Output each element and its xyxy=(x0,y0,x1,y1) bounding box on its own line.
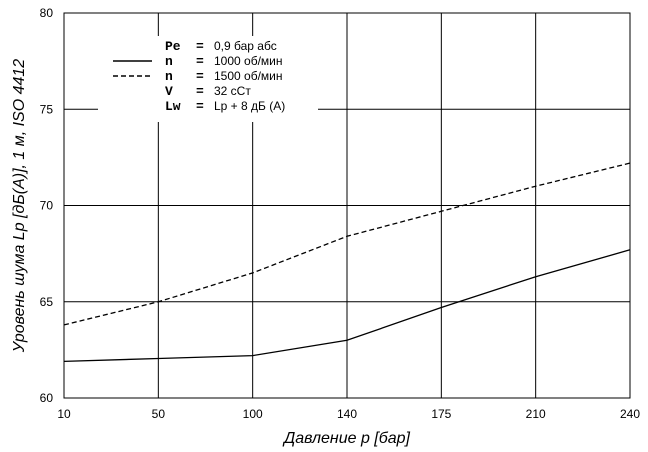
x-tick-label-10: 10 xyxy=(57,407,71,421)
x-axis-title: Давление p [бар] xyxy=(282,430,411,447)
legend: Pe = 0,9 бар абс n = 1000 об/мин n = 1500 об/мин… xyxy=(113,39,285,114)
legend-equals-4: = xyxy=(196,84,204,99)
x-tick-label-210: 210 xyxy=(526,407,546,421)
legend-background xyxy=(98,36,318,122)
y-axis-ticks: 60 65 70 75 80 xyxy=(40,6,54,405)
plot-frame xyxy=(63,12,631,399)
legend-symbol-3: n xyxy=(165,69,173,84)
y-tick-label-75: 75 xyxy=(40,102,54,116)
legend-equals-3: = xyxy=(196,69,204,84)
series-line-1 xyxy=(63,249,631,363)
x-tick-label-100: 100 xyxy=(243,407,263,421)
y-tick-label-80: 80 xyxy=(40,6,54,20)
y-tick-label-70: 70 xyxy=(40,199,54,213)
y-axis-title: Уровень шума Lp [дБ(А)], 1 м, ISO 4412 xyxy=(11,59,28,354)
x-axis-ticks: 10 50 100 140 175 210 240 xyxy=(57,407,640,421)
legend-text-2: 1000 об/мин xyxy=(214,54,283,68)
legend-symbol-4: V xyxy=(165,84,173,99)
legend-equals-1: = xyxy=(196,39,204,54)
legend-text-3: 1500 об/мин xyxy=(214,69,283,83)
series-lines xyxy=(63,162,631,363)
y-tick-label-60: 60 xyxy=(40,391,54,405)
legend-equals-5: = xyxy=(196,99,204,114)
series-line-2 xyxy=(63,162,631,326)
x-tick-label-240: 240 xyxy=(620,407,640,421)
x-tick-label-140: 140 xyxy=(337,407,357,421)
legend-symbol-2: n xyxy=(165,54,173,69)
legend-symbol-1: Pe xyxy=(165,39,181,54)
legend-symbol-5: Lw xyxy=(165,99,181,114)
legend-equals-2: = xyxy=(196,54,204,69)
y-tick-label-65: 65 xyxy=(40,295,54,309)
x-tick-label-175: 175 xyxy=(431,407,451,421)
legend-text-4: 32 сСт xyxy=(214,84,251,98)
x-tick-label-50: 50 xyxy=(152,407,166,421)
legend-text-1: 0,9 бар абс xyxy=(214,39,277,53)
legend-text-5: Lp + 8 дБ (А) xyxy=(214,99,285,113)
